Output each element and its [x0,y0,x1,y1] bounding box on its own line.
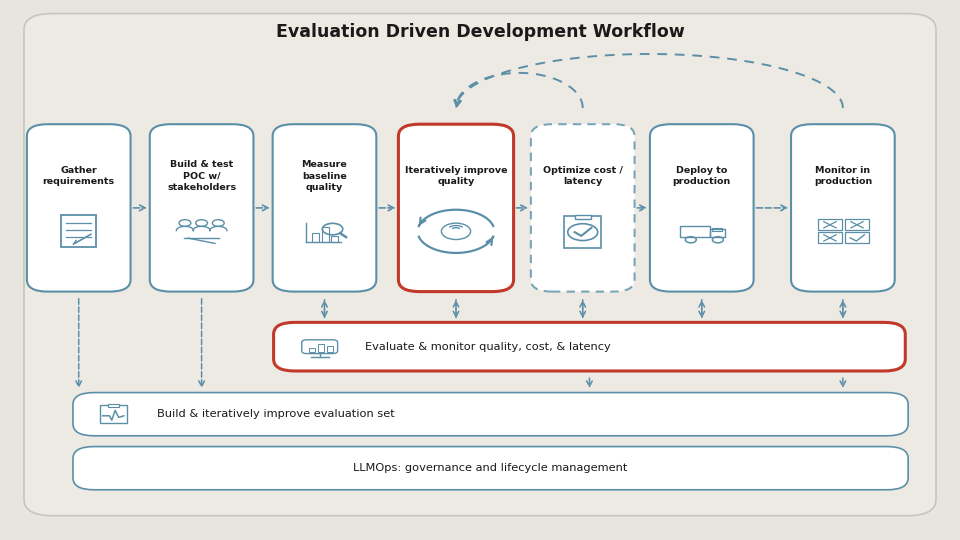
FancyBboxPatch shape [100,405,127,423]
Bar [712,228,722,231]
Bar [818,219,842,230]
Bar [846,219,869,230]
Bar [326,346,333,352]
FancyBboxPatch shape [398,124,514,292]
Bar [322,227,328,242]
FancyBboxPatch shape [301,340,338,354]
Text: Iteratively improve
quality: Iteratively improve quality [405,166,507,186]
Bar [318,343,324,352]
Text: Evaluation Driven Development Workflow: Evaluation Driven Development Workflow [276,23,684,42]
Text: Gather
requirements: Gather requirements [42,166,115,186]
Bar [312,233,319,242]
Bar [710,228,726,237]
FancyBboxPatch shape [27,124,131,292]
FancyBboxPatch shape [61,215,96,247]
FancyBboxPatch shape [575,215,590,219]
Text: Optimize cost /
latency: Optimize cost / latency [542,166,623,186]
Text: Deploy to
production: Deploy to production [673,166,731,186]
Text: LLMOps: governance and lifecycle management: LLMOps: governance and lifecycle managem… [353,463,628,473]
Bar [846,232,869,244]
FancyBboxPatch shape [650,124,754,292]
FancyBboxPatch shape [531,124,635,292]
FancyBboxPatch shape [73,447,908,490]
FancyBboxPatch shape [791,124,895,292]
Text: Build & iteratively improve evaluation set: Build & iteratively improve evaluation s… [157,409,396,419]
FancyBboxPatch shape [150,124,253,292]
FancyBboxPatch shape [273,124,376,292]
FancyBboxPatch shape [564,216,601,248]
FancyBboxPatch shape [24,14,936,516]
Text: Measure
baseline
quality: Measure baseline quality [301,160,348,192]
Bar [331,236,338,242]
Text: Evaluate & monitor quality, cost, & latency: Evaluate & monitor quality, cost, & late… [365,342,611,352]
Bar [309,348,316,352]
FancyBboxPatch shape [108,404,119,407]
FancyBboxPatch shape [274,322,905,371]
Text: Build & test
POC w/
stakeholders: Build & test POC w/ stakeholders [167,160,236,192]
Bar [818,232,842,244]
Bar [680,226,710,237]
Text: Monitor in
production: Monitor in production [814,166,872,186]
FancyBboxPatch shape [73,393,908,436]
